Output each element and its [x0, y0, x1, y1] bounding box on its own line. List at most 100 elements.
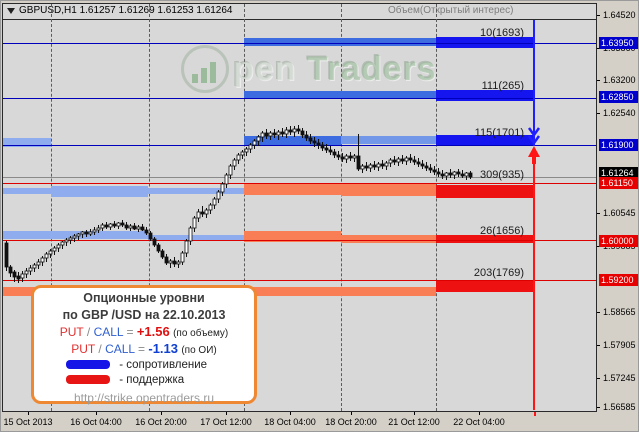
level-label: 115(1701)	[474, 127, 524, 139]
level-label: 10(1693)	[479, 27, 524, 39]
price-badge-current: 1.61264	[599, 167, 638, 179]
price-axis-tick	[597, 113, 600, 114]
info-box-subtitle: по GBP /USD на 22.10.2013	[62, 308, 226, 322]
time-axis[interactable]: 15 Oct 2013 16 Oct 04:00 16 Oct 20:00 17 Oc…	[1, 412, 597, 431]
level-label: 26(1656)	[479, 225, 524, 237]
time-gridline	[341, 4, 342, 411]
time-axis-label: 16 Oct 20:00	[135, 417, 187, 427]
time-axis-label: 18 Oct 20:00	[325, 417, 377, 427]
option-level-bar	[244, 38, 436, 46]
symbol-ohlc-info: GBPUSD,H1 1.61257 1.61269 1.61253 1.6126…	[19, 5, 233, 16]
option-level-bar	[148, 188, 244, 194]
option-level-bar	[3, 138, 51, 147]
info-box-title: Опционные уровни	[83, 291, 205, 305]
time-axis-tick	[414, 412, 415, 415]
time-axis-tick	[479, 412, 480, 415]
level-label: 111(265)	[481, 80, 524, 92]
time-axis-tick	[28, 412, 29, 415]
put-call-oi-row: PUT / CALL = -1.13 (по ОИ)	[71, 341, 217, 356]
red-arrow-up-icon	[528, 146, 540, 164]
brand-logo-icon	[181, 45, 229, 93]
option-level-bar	[244, 231, 341, 242]
time-axis-tick	[96, 412, 97, 415]
price-axis-label: 1.60545	[603, 208, 636, 218]
option-level-bar	[244, 91, 436, 99]
option-level-bar	[3, 231, 148, 239]
price-badge-1.61150: 1.61150	[599, 177, 638, 189]
option-level-bar	[436, 37, 534, 48]
legend-support: - поддержка	[66, 374, 254, 386]
option-level-bar	[3, 188, 51, 194]
price-axis-tick	[597, 407, 600, 408]
price-axis-label: 1.62540	[603, 108, 636, 118]
blue-chevron-down-icon	[527, 135, 541, 146]
option-level-bar	[436, 281, 534, 292]
price-badge-1.62850: 1.62850	[599, 91, 638, 103]
time-gridline	[149, 4, 150, 411]
support-level-line	[3, 183, 596, 184]
price-axis-tick	[597, 312, 600, 313]
option-level-bar	[436, 235, 534, 243]
price-badge-1.61900: 1.61900	[599, 139, 638, 151]
time-gridline	[51, 4, 52, 411]
time-axis-label: 21 Oct 12:00	[388, 417, 440, 427]
option-level-bar	[341, 136, 436, 144]
support-level-line	[3, 240, 596, 241]
price-axis[interactable]: 1.645201.638601.632001.625401.605451.598…	[597, 1, 638, 412]
price-axis-tick	[597, 80, 600, 81]
option-level-bar	[436, 135, 534, 146]
time-axis-tick	[226, 412, 227, 415]
price-axis-label: 1.58565	[603, 307, 636, 317]
time-axis-label: 22 Oct 04:00	[453, 417, 505, 427]
option-level-bar	[436, 185, 534, 198]
time-axis-tick	[290, 412, 291, 415]
time-axis-tick	[351, 412, 352, 415]
blue-chevron-down-icon	[527, 127, 541, 138]
price-axis-tick	[597, 213, 600, 214]
price-axis-label: 1.57905	[603, 340, 636, 350]
time-axis-label: 17 Oct 12:00	[200, 417, 252, 427]
header-separator	[3, 19, 596, 20]
price-axis-tick	[597, 246, 600, 247]
price-badge-1.63950: 1.63950	[599, 37, 638, 49]
option-level-bar	[341, 184, 436, 196]
brand-watermark-text: pen Traders	[233, 49, 437, 88]
brand-watermark: pen Traders	[181, 45, 437, 93]
time-axis-label: 15 Oct 2013	[3, 417, 53, 427]
option-level-bar	[244, 136, 341, 145]
price-axis-tick	[597, 48, 600, 49]
price-axis-tick	[597, 15, 600, 16]
support-level-line	[3, 280, 596, 281]
price-axis-label: 1.57245	[603, 373, 636, 383]
option-level-bar	[436, 90, 534, 101]
level-label: 309(935)	[479, 169, 524, 181]
legend-resistance: - сопротивление	[66, 359, 254, 371]
time-axis-label: 18 Oct 04:00	[264, 417, 316, 427]
candlestick-series	[4, 20, 541, 410]
price-axis-label: 1.64520	[603, 10, 636, 20]
time-gridline	[436, 4, 437, 411]
resistance-level-line	[3, 98, 596, 99]
price-axis-tick	[597, 345, 600, 346]
level-label: 203(1769)	[473, 267, 524, 279]
indicator-title: Объем(Открытый интерес)	[388, 5, 514, 16]
option-level-bar	[148, 235, 244, 241]
price-badge-1.59200: 1.59200	[599, 274, 638, 286]
option-level-bar	[51, 186, 148, 197]
option-level-bar	[341, 235, 436, 243]
price-axis-tick	[597, 378, 600, 379]
time-axis-tick	[161, 412, 162, 415]
price-axis-label: 1.63200	[603, 75, 636, 85]
time-gridline	[244, 4, 245, 411]
options-info-box: Опционные уровни по GBP /USD на 22.10.20…	[31, 285, 257, 405]
time-axis-label: 16 Oct 04:00	[70, 417, 122, 427]
resistance-level-line	[3, 43, 596, 44]
option-level-bar	[244, 184, 341, 195]
resistance-level-line	[3, 145, 596, 146]
current-price-line	[3, 177, 596, 178]
signal-time-tick	[534, 412, 536, 416]
price-axis-label: 1.56585	[603, 402, 636, 412]
info-box-url: http://strike.opentraders.ru	[73, 391, 215, 405]
support-swatch-icon	[66, 375, 110, 385]
